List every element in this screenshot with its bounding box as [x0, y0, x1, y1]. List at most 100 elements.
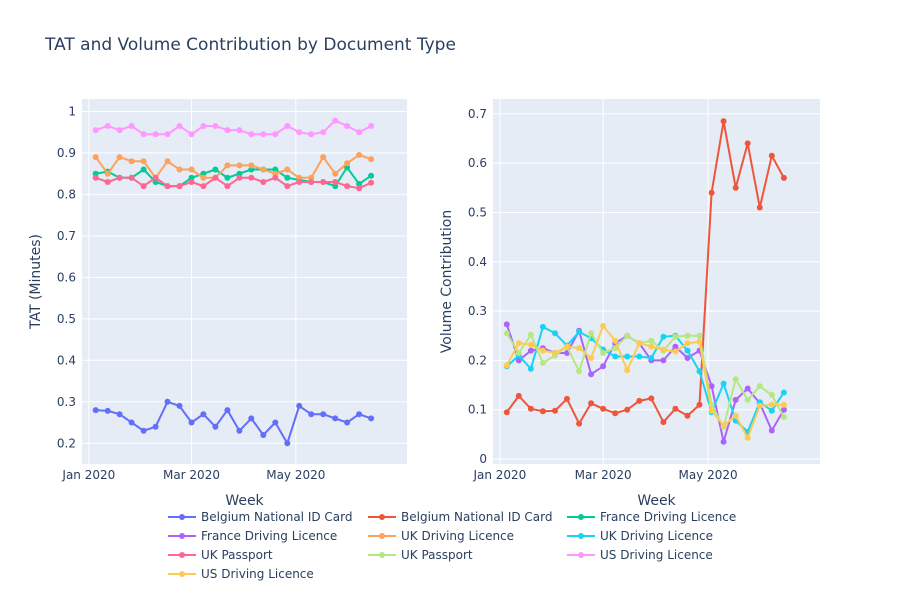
- chart-panel-2: 0 0.1 0.2 0.3 0.4 0.5 0.6 0.7 Jan 2020 Mar 2020 Ma…: [439, 99, 820, 509]
- data-point: [684, 347, 691, 354]
- data-point: [648, 337, 655, 344]
- data-point: [284, 183, 291, 190]
- data-point: [272, 166, 279, 173]
- data-point: [636, 397, 643, 404]
- data-point: [296, 402, 303, 409]
- data-point: [188, 166, 195, 173]
- data-point: [744, 396, 751, 403]
- data-point: [708, 407, 715, 414]
- data-point: [344, 419, 351, 426]
- legend-item[interactable]: Belgium National ID Card: [368, 510, 553, 524]
- data-point: [176, 402, 183, 409]
- legend-label: US Driving Licence: [600, 548, 713, 562]
- data-point: [152, 131, 159, 138]
- data-point: [780, 174, 787, 181]
- data-point: [588, 400, 595, 407]
- data-point: [624, 406, 631, 413]
- data-point: [344, 123, 351, 129]
- legend-marker: [379, 533, 385, 539]
- data-point: [576, 420, 583, 427]
- legend-item[interactable]: UK Passport: [368, 548, 473, 562]
- data-point: [272, 174, 279, 181]
- data-point: [236, 427, 243, 434]
- data-point: [236, 162, 243, 169]
- data-point: [368, 172, 375, 179]
- legend-item[interactable]: US Driving Licence: [168, 567, 314, 581]
- data-point: [236, 174, 243, 181]
- legend-marker: [578, 533, 584, 539]
- data-point: [732, 412, 739, 419]
- data-point: [152, 174, 159, 181]
- data-point: [212, 174, 219, 181]
- data-point: [732, 184, 739, 191]
- legend-label: US Driving Licence: [201, 567, 314, 581]
- legend-item[interactable]: UK Driving Licence: [368, 529, 514, 543]
- data-point: [332, 179, 339, 185]
- legend-marker: [179, 552, 185, 558]
- data-point: [92, 407, 99, 414]
- data-point: [200, 183, 207, 190]
- y-tick-label: 0.3: [468, 304, 487, 318]
- legend-item[interactable]: US Driving Licence: [567, 548, 713, 562]
- data-point: [368, 123, 375, 129]
- legend-item[interactable]: UK Driving Licence: [567, 529, 713, 543]
- data-point: [224, 127, 231, 134]
- data-point: [552, 350, 558, 356]
- plot-area: [493, 99, 820, 464]
- data-point: [684, 355, 691, 361]
- y-tick-label: 0.1: [468, 403, 487, 417]
- data-point: [248, 174, 255, 181]
- data-point: [284, 123, 291, 129]
- data-point: [768, 407, 775, 414]
- data-point: [527, 341, 534, 348]
- legend-item[interactable]: France Driving Licence: [567, 510, 736, 524]
- data-point: [660, 346, 667, 353]
- data-point: [576, 368, 583, 375]
- x-tick-label: Mar 2020: [575, 468, 632, 482]
- data-point: [140, 427, 147, 434]
- data-point: [128, 174, 135, 181]
- data-point: [672, 348, 679, 355]
- data-point: [744, 140, 751, 147]
- data-point: [308, 131, 315, 138]
- data-point: [296, 174, 303, 181]
- data-point: [696, 368, 703, 375]
- legend-label: France Driving Licence: [201, 529, 337, 543]
- y-axis-title: Volume Contribution: [439, 210, 455, 353]
- legend-label: UK Driving Licence: [600, 529, 713, 543]
- chart-title: TAT and Volume Contribution by Document …: [44, 35, 456, 55]
- legend-item[interactable]: France Driving Licence: [168, 529, 337, 543]
- legend: Belgium National ID Card Belgium National…: [168, 510, 736, 581]
- data-point: [200, 123, 207, 129]
- data-point: [272, 419, 279, 426]
- data-point: [624, 332, 631, 339]
- data-point: [660, 333, 667, 340]
- data-point: [768, 401, 775, 408]
- chart-panel-1: 0.2 0.3 0.4 0.5 0.6 0.7 0.8 0.9 1 Jan 2020 Mar 202…: [28, 99, 407, 509]
- data-point: [539, 359, 546, 366]
- data-point: [744, 434, 751, 441]
- data-point: [164, 398, 171, 405]
- data-point: [164, 183, 171, 190]
- legend-item[interactable]: Belgium National ID Card: [168, 510, 353, 524]
- data-point: [648, 343, 655, 350]
- data-point: [296, 179, 303, 185]
- y-tick-label: 0.6: [468, 156, 487, 170]
- y-tick-label: 0.5: [57, 312, 76, 326]
- data-point: [515, 350, 522, 356]
- data-point: [684, 412, 691, 419]
- data-point: [212, 123, 219, 129]
- legend-marker: [578, 514, 584, 520]
- data-point: [284, 440, 291, 447]
- x-tick-label: Jan 2020: [61, 468, 115, 482]
- data-point: [648, 355, 655, 361]
- data-point: [612, 337, 619, 344]
- data-point: [368, 156, 375, 163]
- legend-marker: [179, 514, 185, 520]
- data-point: [720, 380, 727, 387]
- legend-item[interactable]: UK Passport: [168, 548, 273, 562]
- data-point: [236, 127, 243, 134]
- y-axis-title: TAT (Minutes): [28, 234, 44, 330]
- data-point: [188, 419, 195, 426]
- x-tick-label: May 2020: [266, 468, 325, 482]
